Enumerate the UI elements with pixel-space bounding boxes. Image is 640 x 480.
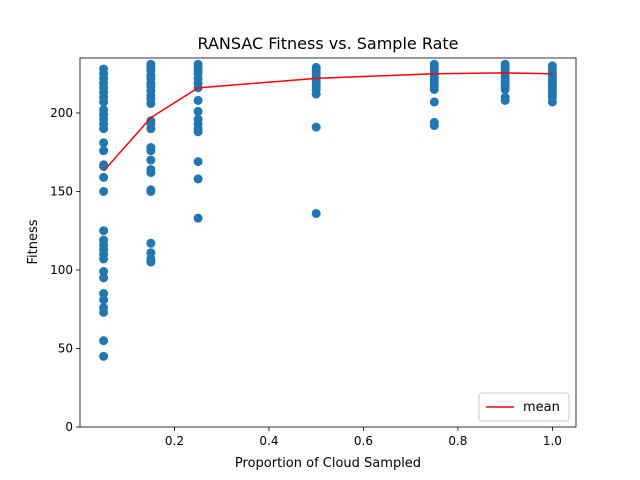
scatter-point — [99, 289, 109, 299]
chart-title: RANSAC Fitness vs. Sample Rate — [198, 34, 459, 53]
scatter-point — [146, 248, 156, 258]
scatter-point — [99, 351, 109, 361]
scatter-point — [99, 295, 109, 305]
scatter-point — [146, 124, 156, 134]
scatter-point — [99, 124, 109, 134]
scatter-point — [193, 213, 203, 223]
y-tick-label: 200 — [50, 106, 73, 120]
scatter-point — [146, 99, 156, 109]
scatter-point — [146, 238, 156, 248]
scatter-point — [500, 84, 510, 94]
x-axis-ticks: 0.2 0.4 0.6 0.8 1.0 — [165, 427, 562, 448]
scatter-point — [429, 97, 439, 107]
x-tick-label: 0.6 — [354, 434, 373, 448]
scatter-point — [99, 146, 109, 156]
scatter-point — [146, 155, 156, 165]
scatter-points — [99, 59, 557, 361]
legend-mean-label: mean — [523, 400, 560, 415]
scatter-point — [99, 336, 109, 346]
legend: mean — [478, 392, 570, 422]
scatter-point — [500, 95, 510, 105]
scatter-point — [193, 157, 203, 167]
scatter-point — [311, 122, 321, 132]
scatter-point — [193, 174, 203, 184]
x-tick-label: 0.8 — [448, 434, 467, 448]
scatter-point — [99, 273, 109, 283]
y-tick-label: 50 — [58, 341, 73, 355]
scatter-point — [193, 106, 203, 116]
y-axis-label: Fitness — [26, 219, 41, 264]
scatter-point — [99, 161, 109, 171]
scatter-point — [99, 307, 109, 317]
scatter-point — [193, 127, 203, 137]
axes-frame — [79, 57, 577, 428]
scatter-point — [99, 226, 109, 236]
scatter-point — [99, 186, 109, 196]
mean-line — [103, 72, 553, 172]
scatter-point — [547, 97, 557, 107]
scatter-point — [146, 146, 156, 156]
scatter-point — [193, 95, 203, 105]
x-tick-label: 0.4 — [259, 434, 278, 448]
scatter-point — [99, 267, 109, 277]
scatter-point — [99, 97, 109, 107]
y-tick-label: 0 — [65, 420, 73, 434]
scatter-point — [146, 257, 156, 267]
scatter-point — [99, 138, 109, 148]
y-tick-label: 150 — [50, 184, 73, 198]
y-axis-ticks: 0 50 100 150 200 — [50, 106, 80, 434]
scatter-point — [99, 172, 109, 182]
scatter-point — [429, 84, 439, 94]
scatter-point — [311, 89, 321, 99]
x-tick-label: 1.0 — [543, 434, 562, 448]
x-axis-label: Proportion of Cloud Sampled — [235, 456, 421, 471]
scatter-point — [311, 208, 321, 218]
scatter-point — [146, 186, 156, 196]
scatter-point — [429, 121, 439, 131]
y-tick-label: 100 — [50, 263, 73, 277]
scatter-point — [146, 168, 156, 178]
legend-box — [478, 392, 570, 422]
x-tick-label: 0.2 — [165, 434, 184, 448]
scatter-point — [99, 254, 109, 264]
